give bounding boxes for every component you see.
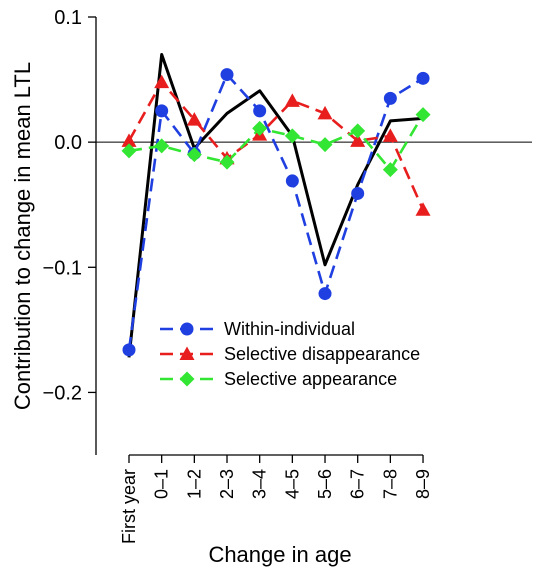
x-tick-label: 8–9 — [413, 469, 433, 499]
series-line-selective-appearance — [128, 113, 425, 171]
data-point-within-individual — [220, 68, 234, 82]
legend-marker — [179, 371, 195, 387]
series-markers — [121, 68, 431, 357]
legend-item-within-individual: Within-individual — [160, 319, 355, 339]
data-point-selective-disappearance — [186, 112, 202, 126]
x-tick-label: 2–3 — [217, 469, 237, 499]
x-tick-label: 0–1 — [152, 469, 172, 499]
data-point-selective-disappearance — [317, 105, 333, 120]
series-line-within-individual — [127, 73, 424, 351]
x-tick-label: 1–2 — [184, 469, 204, 499]
data-point-selective-appearance — [154, 138, 170, 154]
data-point-selective-appearance — [186, 147, 202, 163]
y-tick-label: −0.1 — [43, 257, 82, 279]
data-point-selective-appearance — [382, 162, 398, 178]
data-point-within-individual — [253, 104, 267, 118]
data-point-within-individual — [318, 287, 332, 301]
data-point-within-individual — [122, 343, 136, 357]
series-line-total — [127, 53, 424, 358]
series-line-selective-disappearance — [127, 80, 425, 211]
x-tick-label: 3–4 — [250, 469, 270, 499]
legend-item-selective-disappearance: Selective disappearance — [160, 344, 420, 364]
legend-marker — [180, 322, 194, 336]
x-tick-label: 4–5 — [282, 469, 302, 499]
x-axis-title: Change in age — [208, 542, 351, 567]
legend-label: Selective disappearance — [224, 344, 420, 364]
data-point-within-individual — [285, 174, 299, 188]
data-point-selective-appearance — [252, 120, 268, 136]
data-point-selective-disappearance — [415, 202, 431, 216]
x-tick-label: First year — [119, 469, 139, 544]
legend-marker — [179, 346, 195, 360]
series-lines — [127, 53, 425, 358]
data-point-selective-disappearance — [350, 133, 366, 147]
data-point-selective-appearance — [350, 123, 366, 139]
data-point-selective-disappearance — [121, 133, 137, 147]
data-point-selective-appearance — [284, 128, 300, 144]
data-point-within-individual — [351, 186, 365, 200]
legend-item-selective-appearance: Selective appearance — [160, 369, 397, 389]
y-tick-label: −0.2 — [43, 382, 82, 404]
legend-label: Within-individual — [224, 319, 355, 339]
x-tick-label: 6–7 — [348, 469, 368, 499]
data-point-selective-disappearance — [284, 93, 300, 107]
data-point-selective-appearance — [415, 107, 431, 123]
legend: Within-individual Selective disappearance… — [160, 319, 420, 389]
data-point-selective-appearance — [317, 137, 333, 153]
x-tick-label: 7–8 — [380, 469, 400, 499]
data-point-within-individual — [155, 104, 169, 118]
y-axis-title: Contribution to change in mean LTL — [10, 62, 35, 410]
data-point-selective-appearance — [121, 143, 137, 159]
y-tick-label: 0.1 — [54, 7, 82, 29]
legend-label: Selective appearance — [224, 369, 397, 389]
data-point-selective-disappearance — [382, 128, 398, 142]
axes — [88, 16, 424, 463]
data-point-selective-appearance — [219, 154, 235, 170]
x-tick-label: 5–6 — [315, 469, 335, 499]
data-point-within-individual — [383, 91, 397, 105]
tick-labels: 0.1 0.0 −0.1 −0.2 First year 0–1 1–2 2–3 3–4 4–5 5… — [43, 7, 434, 544]
data-point-selective-disappearance — [154, 74, 170, 89]
data-point-within-individual — [416, 71, 430, 85]
y-tick-label: 0.0 — [54, 132, 82, 154]
